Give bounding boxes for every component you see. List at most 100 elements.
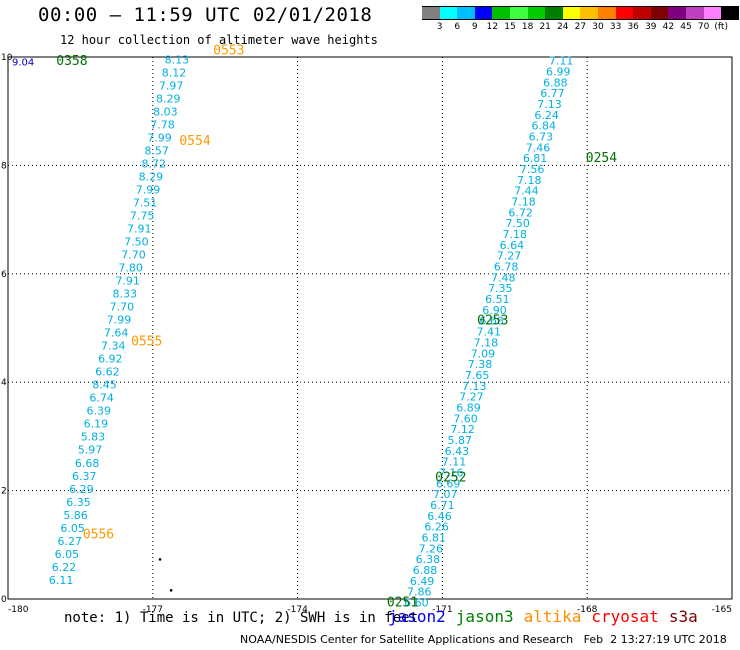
legend-swatch xyxy=(598,6,616,20)
wave-height-value: 6.68 xyxy=(479,315,504,328)
wave-height-value: 5.87 xyxy=(448,434,473,447)
satellite-label: s3a xyxy=(668,607,698,626)
plot-frame xyxy=(7,56,733,600)
y-tick-label: 2 xyxy=(1,487,7,497)
pass-time-label: 0553 xyxy=(213,43,244,58)
data-dot xyxy=(158,558,162,561)
x-tick-label: -177 xyxy=(143,605,163,615)
wave-height-value: 5.83 xyxy=(81,431,106,444)
wave-height-value: 6.84 xyxy=(532,120,557,133)
wave-height-value: 7.75 xyxy=(130,210,155,223)
legend-label: 24 xyxy=(557,22,569,32)
wave-height-value: 6.11 xyxy=(49,574,74,587)
legend-swatch xyxy=(721,6,739,20)
wave-height-value: 7.78 xyxy=(150,119,175,132)
satellite-label: altika xyxy=(523,607,582,626)
wave-height-value: 7.50 xyxy=(124,236,149,249)
wave-height-value: 7.97 xyxy=(159,80,184,93)
legend-swatch xyxy=(422,6,440,20)
data-dot xyxy=(169,589,173,592)
note-text: note: 1) Time is in UTC; 2) SWH is in fe… xyxy=(64,610,419,626)
legend-swatch xyxy=(580,6,598,20)
x-tick-label: -174 xyxy=(287,605,308,615)
wave-height-value: 7.18 xyxy=(511,196,536,209)
wave-height-value: 7.13 xyxy=(537,98,562,111)
legend-swatch xyxy=(545,6,563,20)
wave-height-value: 8.57 xyxy=(144,145,169,158)
legend-label: 3 xyxy=(436,22,443,32)
legend-label: 6 xyxy=(454,22,461,32)
x-tick-label: -171 xyxy=(432,605,452,615)
wave-height-value: 7.80 xyxy=(118,262,143,275)
wave-height-value: 6.71 xyxy=(430,499,455,512)
wave-height-value: 6.74 xyxy=(89,392,114,405)
legend-swatch xyxy=(527,6,546,20)
wave-height-value: 7.99 xyxy=(147,132,172,145)
legend-label: 12 xyxy=(486,22,499,32)
wave-height-value: 8.72 xyxy=(142,158,167,171)
wave-height-value: 7.13 xyxy=(462,380,487,393)
wave-height-value: 6.49 xyxy=(410,575,435,588)
y-tick-label: 0 xyxy=(1,595,7,605)
wave-height-value: 6.60 xyxy=(404,597,429,610)
pass-time-label: 0358 xyxy=(56,54,87,69)
wave-height-value: 6.69 xyxy=(436,477,461,490)
legend-label: 45 xyxy=(680,22,692,32)
wave-height-value: 7.99 xyxy=(136,184,161,197)
footer-credit: NOAA/NESDIS Center for Satellite Applica… xyxy=(240,633,727,646)
wave-height-value: 6.90 xyxy=(482,304,507,317)
legend-label: 18 xyxy=(521,22,534,32)
wave-height-value: 6.62 xyxy=(95,366,120,379)
wave-height-value: 6.19 xyxy=(84,418,109,431)
wave-height-value: 8.33 xyxy=(113,288,138,301)
pass-time-label: 0253 xyxy=(477,314,508,329)
wave-height-value: 7.50 xyxy=(505,217,530,230)
wave-height-value: 6.37 xyxy=(72,470,97,483)
wave-height-value: 7.27 xyxy=(459,391,484,404)
wave-height-value: 6.77 xyxy=(540,87,565,100)
satellite-label: jason3 xyxy=(455,607,514,626)
wave-height-value: 7.60 xyxy=(453,412,478,425)
legend-swatch xyxy=(650,6,669,20)
pass-time-label: 0252 xyxy=(435,470,466,485)
legend-swatch xyxy=(474,6,493,20)
legend-swatch xyxy=(510,6,528,20)
legend-label: 21 xyxy=(539,22,551,32)
wave-height-value: 6.64 xyxy=(500,239,525,252)
wave-height-value: 6.99 xyxy=(546,65,571,78)
wave-height-value: 7.91 xyxy=(115,275,140,288)
y-tick-label: 6 xyxy=(1,270,7,280)
legend-swatch xyxy=(668,6,686,20)
wave-height-value: 7.41 xyxy=(476,326,501,339)
pass-time-label: 0251 xyxy=(387,596,418,611)
wave-height-value: 6.29 xyxy=(69,483,94,496)
wave-height-value: 6.39 xyxy=(86,405,111,418)
wave-height-value: 7.11 xyxy=(549,55,574,68)
wave-height-value: 7.18 xyxy=(474,336,499,349)
wave-height-value: 7.16 xyxy=(439,467,464,480)
wave-height-value: 6.68 xyxy=(75,457,100,470)
legend-swatch xyxy=(439,6,458,20)
wave-height-value: 6.35 xyxy=(66,496,91,509)
legend-swatch xyxy=(562,6,581,20)
wave-height-value: 6.05 xyxy=(60,522,85,535)
y-tick-label: 8 xyxy=(1,161,7,171)
wave-height-value: 5.86 xyxy=(63,509,88,522)
legend-swatch xyxy=(615,6,634,20)
wave-height-value: 7.56 xyxy=(520,163,545,176)
wave-height-value: 8.12 xyxy=(162,67,187,80)
wave-height-value: 7.70 xyxy=(110,301,135,314)
wave-height-value: 6.81 xyxy=(421,532,446,545)
wave-height-value: 7.99 xyxy=(107,314,132,327)
wave-height-value: 7.34 xyxy=(101,340,126,353)
legend-label: 36 xyxy=(627,22,639,32)
wave-height-value: 6.81 xyxy=(523,152,548,165)
wave-height-value: 6.78 xyxy=(494,261,519,274)
legend-label: 30 xyxy=(592,22,604,32)
wave-height-value: 7.27 xyxy=(497,250,522,263)
legend-swatch xyxy=(633,6,651,20)
pass-time-label: 0554 xyxy=(179,134,210,149)
chart-title: 00:00 – 11:59 UTC 02/01/2018 xyxy=(38,4,373,26)
wave-height-value: 7.11 xyxy=(442,456,467,469)
